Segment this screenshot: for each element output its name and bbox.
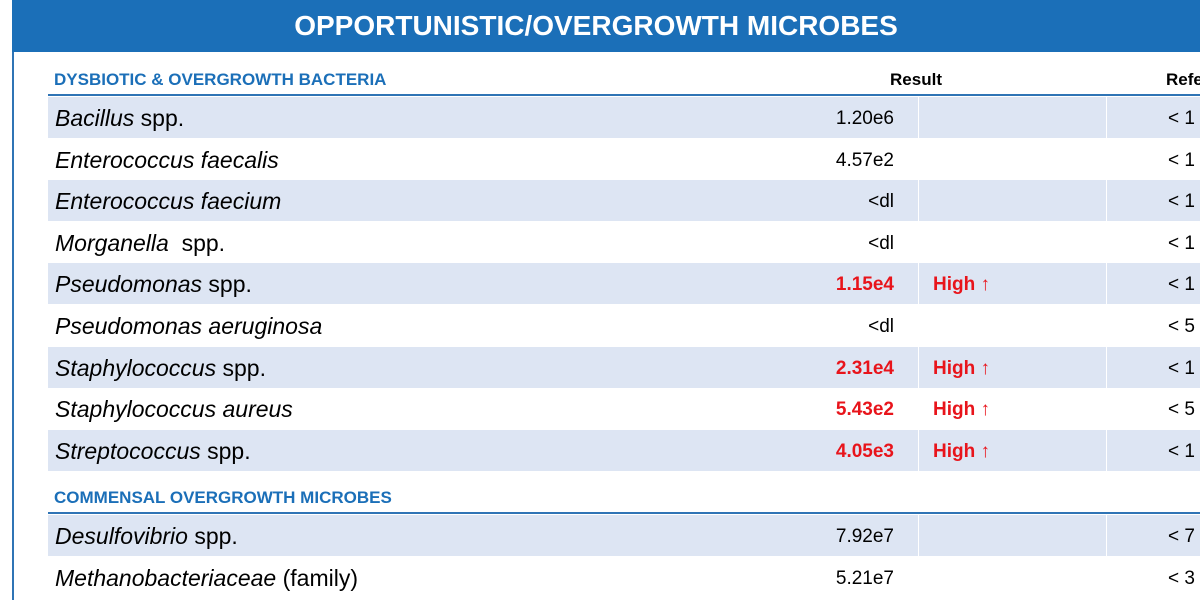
column-divider — [1106, 346, 1107, 388]
result-value: 5.43e2 — [835, 399, 894, 421]
column-divider — [1106, 305, 1107, 346]
result-value: <dl — [868, 232, 894, 254]
reference-range: < 1 — [1168, 232, 1195, 254]
high-flag: High ↑ — [933, 357, 990, 379]
reference-range: < 1 — [1168, 357, 1195, 379]
organism-genus: Enterococcus faecalis — [55, 146, 279, 173]
report-title: OPPORTUNISTIC/OVERGROWTH MICROBES — [294, 10, 898, 41]
organism-suffix: spp. — [200, 437, 251, 464]
reference-range: < 5 — [1168, 316, 1195, 337]
high-flag: High ↑ — [933, 274, 990, 296]
high-flag: High ↑ — [933, 440, 990, 462]
organism-genus: Methanobacteriaceae — [55, 564, 277, 591]
table-row: Bacillus spp. 1.20e6 < 1 — [48, 97, 1200, 138]
column-divider — [918, 305, 919, 346]
organism-suffix: spp. — [134, 105, 185, 131]
organism-suffix: spp. — [216, 354, 266, 381]
column-divider — [918, 138, 919, 180]
section-header-commensal: COMMENSAL OVERGROWTH MICROBES — [48, 480, 1200, 514]
organism-name: Morganella spp. — [55, 230, 225, 257]
organism-suffix: spp. — [168, 229, 226, 256]
result-value: <dl — [868, 191, 894, 213]
table-row: Streptococcus spp. 4.05e3 High ↑ < 1 — [48, 429, 1200, 471]
column-divider — [918, 515, 919, 556]
table-row: Enterococcus faecalis 4.57e2 < 1 — [48, 138, 1200, 180]
column-divider — [918, 263, 919, 305]
column-divider — [918, 97, 919, 138]
column-divider — [1106, 180, 1107, 222]
organism-name: Streptococcus spp. — [55, 438, 251, 465]
reference-range: < 1 — [1168, 108, 1195, 129]
column-divider — [918, 388, 919, 430]
column-divider — [1106, 515, 1107, 556]
reference-range: < 1 — [1168, 149, 1195, 171]
organism-genus: Pseudomonas aeruginosa — [55, 313, 323, 339]
organism-name: Methanobacteriaceae (family) — [55, 565, 358, 592]
organism-name: Pseudomonas aeruginosa — [55, 313, 322, 340]
reference-range: < 1 — [1168, 440, 1195, 462]
table-row: Pseudomonas aeruginosa <dl < 5 — [48, 305, 1200, 346]
table-row: Methanobacteriaceae (family) 5.21e7 < 3 — [48, 556, 1200, 598]
result-value: 5.21e7 — [835, 567, 894, 589]
section-label: DYSBIOTIC & OVERGROWTH BACTERIA — [54, 70, 387, 89]
table-row: Morganella spp. <dl < 1 — [48, 221, 1200, 263]
high-flag: High ↑ — [933, 399, 990, 421]
column-divider — [1106, 388, 1107, 430]
column-divider — [1106, 263, 1107, 305]
result-value: 2.31e4 — [835, 357, 894, 379]
organism-genus: Streptococcus — [55, 437, 201, 464]
result-value: 1.15e4 — [835, 274, 894, 296]
organism-genus: Desulfovibrio — [55, 523, 188, 549]
reference-range: < 5 — [1168, 399, 1195, 421]
organism-name: Staphylococcus spp. — [55, 355, 266, 382]
organism-suffix: spp. — [187, 523, 238, 549]
organism-suffix: spp. — [202, 271, 252, 298]
organism-genus: Bacillus — [55, 105, 135, 131]
organism-name: Staphylococcus aureus — [55, 396, 293, 423]
table-row: Staphylococcus spp. 2.31e4 High ↑ < 1 — [48, 346, 1200, 388]
organism-genus: Staphylococcus — [55, 354, 217, 381]
table-row: Enterococcus faecium <dl < 1 — [48, 180, 1200, 222]
organism-genus: Pseudomonas — [55, 271, 203, 298]
organism-genus: Enterococcus faecium — [55, 188, 282, 215]
reference-range: < 7 — [1168, 526, 1195, 547]
report-title-bar: OPPORTUNISTIC/OVERGROWTH MICROBES — [12, 0, 1200, 52]
result-value: 4.57e2 — [835, 149, 894, 171]
section-label: COMMENSAL OVERGROWTH MICROBES — [54, 488, 392, 507]
reference-range: < 1 — [1168, 274, 1195, 296]
table-row: Pseudomonas spp. 1.15e4 High ↑ < 1 — [48, 263, 1200, 305]
organism-genus: Morganella — [55, 229, 169, 256]
report-frame — [12, 0, 1200, 600]
organism-name: Enterococcus faecium — [55, 188, 281, 215]
result-value: 4.05e3 — [835, 440, 894, 462]
column-divider — [918, 346, 919, 388]
column-divider — [918, 429, 919, 471]
result-value: 1.20e6 — [835, 108, 894, 129]
section-header-dysbiotic: DYSBIOTIC & OVERGROWTH BACTERIA Result R… — [48, 62, 1200, 96]
organism-name: Bacillus spp. — [55, 105, 184, 132]
column-divider — [918, 556, 919, 598]
result-column-header: Result — [890, 70, 942, 89]
reference-range: < 3 — [1168, 567, 1195, 589]
reference-column-header: Refe — [1166, 70, 1200, 89]
organism-genus: Staphylococcus aureus — [55, 396, 293, 423]
result-value: 7.92e7 — [835, 526, 894, 547]
table-row: Desulfovibrio spp. 7.92e7 < 7 — [48, 515, 1200, 556]
organism-name: Enterococcus faecalis — [55, 147, 279, 174]
reference-range: < 1 — [1168, 191, 1195, 213]
column-divider — [918, 221, 919, 263]
table-row: Staphylococcus aureus 5.43e2 High ↑ < 5 — [48, 388, 1200, 430]
column-divider — [1106, 138, 1107, 180]
column-divider — [1106, 221, 1107, 263]
column-divider — [918, 180, 919, 222]
column-divider — [1106, 97, 1107, 138]
column-divider — [1106, 556, 1107, 598]
column-divider — [1106, 429, 1107, 471]
organism-name: Pseudomonas spp. — [55, 271, 252, 298]
organism-suffix: (family) — [276, 564, 358, 591]
result-value: <dl — [868, 316, 894, 337]
organism-name: Desulfovibrio spp. — [55, 523, 238, 550]
